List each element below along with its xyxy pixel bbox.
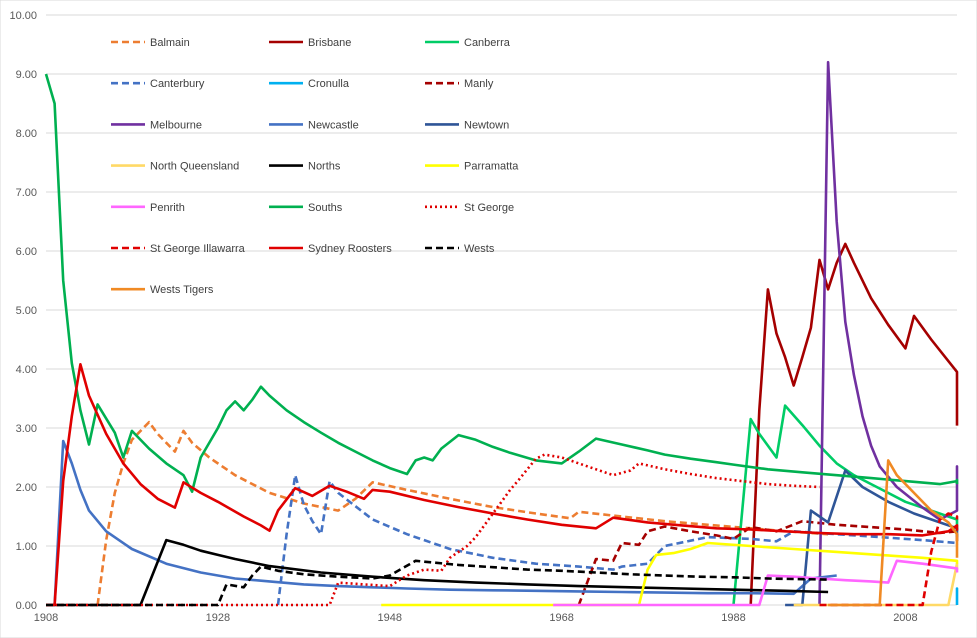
y-axis: 0.00 1.00 2.00 3.00 4.00 5.00 6.00 7.00 8.00 9.00… <box>9 10 37 612</box>
x-tick-label: 2008 <box>893 612 917 624</box>
series-line-manly <box>577 519 959 606</box>
legend-label: St George Illawarra <box>150 243 246 255</box>
series-line-wests-tigers <box>828 459 959 607</box>
legend-label: Parramatta <box>464 161 519 173</box>
series-line-sydney-roosters <box>46 362 959 607</box>
legend-label: Newtown <box>464 119 509 131</box>
y-tick-label: 9.00 <box>16 69 37 81</box>
x-tick-label: 1948 <box>378 612 402 624</box>
series-line-norths <box>46 538 829 607</box>
legend-label: Wests Tigers <box>150 284 214 296</box>
series-line-wests <box>46 559 829 607</box>
legend-label: Manly <box>464 78 494 90</box>
y-tick-label: 4.00 <box>16 364 37 376</box>
legend-label: Canberra <box>464 37 511 49</box>
y-tick-label: 2.00 <box>16 482 37 494</box>
legend-label: Sydney Roosters <box>308 243 392 255</box>
x-tick-label: 1968 <box>549 612 573 624</box>
y-tick-label: 5.00 <box>16 305 37 317</box>
legend-label: Balmain <box>150 37 190 49</box>
y-tick-label: 3.00 <box>16 423 37 435</box>
legend-label: St George <box>464 202 514 214</box>
series-line-st-george-illawarra <box>819 512 959 607</box>
series-line-st-george <box>46 453 820 607</box>
y-tick-label: 1.00 <box>16 541 37 553</box>
x-tick-label: 1928 <box>206 612 230 624</box>
y-tick-label: 0.00 <box>16 600 37 612</box>
x-tick-label: 1988 <box>721 612 745 624</box>
series-line-melbourne <box>818 60 959 606</box>
legend-label: Penrith <box>150 202 185 214</box>
legend-label: North Queensland <box>150 161 239 173</box>
legend-label: Canterbury <box>150 78 205 90</box>
series-line-souths <box>44 73 959 494</box>
legend-label: Norths <box>308 161 341 173</box>
legend-label: Souths <box>308 202 343 214</box>
legend-label: Wests <box>464 243 495 255</box>
y-tick-label: 10.00 <box>9 10 37 22</box>
gridlines <box>46 14 957 606</box>
series-line-parramatta <box>381 541 959 607</box>
x-tick-label: 1908 <box>34 612 58 624</box>
y-tick-label: 6.00 <box>16 246 37 258</box>
series-line-brisbane <box>749 242 959 606</box>
legend-label: Melbourne <box>150 119 202 131</box>
series-line-balmain <box>96 420 829 606</box>
legend-label: Newcastle <box>308 119 359 131</box>
y-tick-label: 8.00 <box>16 128 37 140</box>
x-axis: 1908 1928 1948 1968 1988 2008 <box>34 612 918 624</box>
legend: Balmain Brisbane Canberra Canterbury Cronull… <box>111 37 519 296</box>
series-line-newcastle <box>46 439 837 607</box>
legend-label: Cronulla <box>308 78 350 90</box>
plot-area <box>44 60 959 607</box>
legend-label: Brisbane <box>308 37 351 49</box>
y-tick-label: 7.00 <box>16 187 37 199</box>
